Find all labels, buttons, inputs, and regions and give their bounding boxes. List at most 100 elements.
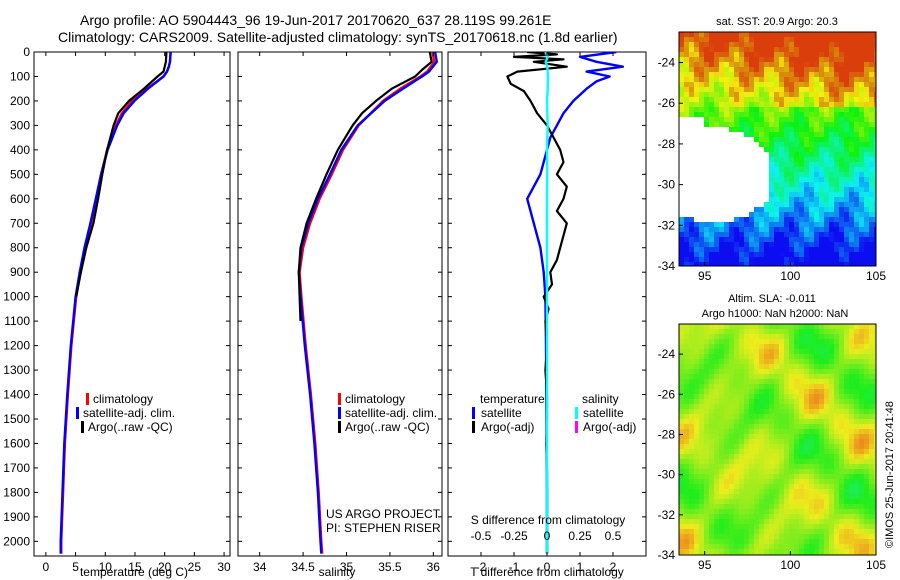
sla-cell: [739, 519, 744, 524]
sst-cell: [789, 157, 794, 162]
sla-cell: [834, 454, 839, 459]
sst-cell: [864, 32, 869, 37]
sla-cell: [774, 354, 779, 359]
sla-cell: [819, 544, 824, 549]
sst-cell: [874, 67, 876, 72]
sst-cell: [714, 252, 719, 257]
sst-cell: [789, 97, 794, 102]
sla-cell: [804, 329, 809, 334]
sst-cell: [839, 167, 844, 172]
sst-cell: [809, 227, 814, 232]
sst-cell: [689, 227, 694, 232]
sst-cell: [789, 177, 794, 182]
sst-cell: [864, 82, 869, 87]
sla-cell: [679, 364, 684, 369]
sla-cell: [754, 494, 759, 499]
sla-cell: [794, 329, 799, 334]
sla-cell: [814, 474, 819, 479]
sst-cell: [779, 202, 784, 207]
sst-cell: [744, 247, 749, 252]
sla-cell: [819, 429, 824, 434]
sla-cell: [694, 524, 699, 529]
sla-cell: [714, 519, 719, 524]
sst-cell: [834, 237, 839, 242]
sst-cell: [704, 222, 709, 227]
sla-cell: [874, 344, 876, 349]
sst-cell: [774, 187, 779, 192]
sla-cell: [779, 359, 784, 364]
sst-cell: [829, 192, 834, 197]
sst-cell: [684, 47, 689, 52]
sst-cell: [809, 247, 814, 252]
sst-cell: [734, 42, 739, 47]
sla-cell: [709, 494, 714, 499]
sst-cell: [799, 212, 804, 217]
sst-cell: [779, 247, 784, 252]
x-tick-label: 0: [43, 560, 50, 574]
sst-cell: [749, 252, 754, 257]
sst-cell: [859, 262, 864, 266]
sla-cell: [709, 429, 714, 434]
sla-cell: [844, 439, 849, 444]
sla-cell: [684, 479, 689, 484]
sla-cell: [869, 424, 874, 429]
sla-cell: [809, 374, 814, 379]
sla-cell: [829, 389, 834, 394]
sla-cell: [824, 354, 829, 359]
sst-cell: [784, 192, 789, 197]
sst-cell: [829, 127, 834, 132]
sla-cell: [874, 404, 876, 409]
sla-cell: [864, 444, 869, 449]
sst-cell: [819, 142, 824, 147]
sst-cell: [699, 257, 704, 262]
sla-cell: [739, 464, 744, 469]
sla-cell: [754, 349, 759, 354]
sla-cell: [689, 364, 694, 369]
sst-cell: [819, 232, 824, 237]
sla-cell: [839, 424, 844, 429]
sst-cell: [734, 62, 739, 67]
sst-cell: [869, 47, 874, 52]
sla-cell: [704, 449, 709, 454]
sst-cell: [734, 87, 739, 92]
sla-cell: [839, 469, 844, 474]
sla-cell: [744, 394, 749, 399]
sst-cell: [759, 207, 764, 212]
sst-cell: [769, 132, 774, 137]
sst-cell: [769, 157, 774, 162]
sst-cell: [684, 237, 689, 242]
sst-cell: [814, 247, 819, 252]
sla-cell: [779, 339, 784, 344]
sst-cell: [829, 97, 834, 102]
sla-cell: [869, 394, 874, 399]
temperature-plot-area: [59, 52, 172, 554]
sla-cell: [744, 484, 749, 489]
sla-cell: [844, 534, 849, 539]
sst-cell: [814, 82, 819, 87]
sst-cell: [729, 52, 734, 57]
sla-cell: [789, 414, 794, 419]
sst-cell: [764, 47, 769, 52]
sst-cell: [764, 92, 769, 97]
sst-cell: [779, 102, 784, 107]
sla-cell: [799, 449, 804, 454]
sla-cell: [834, 459, 839, 464]
sla-cell: [714, 359, 719, 364]
sla-cell: [814, 509, 819, 514]
sla-cell: [734, 469, 739, 474]
sla-cell: [819, 459, 824, 464]
sst-cell: [764, 207, 769, 212]
sst-cell: [704, 57, 709, 62]
sst-cell: [874, 152, 876, 157]
sla-cell: [679, 484, 684, 489]
sla-cell: [794, 439, 799, 444]
sla-cell: [869, 489, 874, 494]
sla-cell: [854, 539, 859, 544]
sla-cell: [789, 524, 794, 529]
sla-cell: [704, 504, 709, 509]
sst-cell: [859, 77, 864, 82]
sst-cell: [789, 212, 794, 217]
sst-cell: [694, 92, 699, 97]
sla-cell: [799, 414, 804, 419]
sst-cell: [774, 67, 779, 72]
